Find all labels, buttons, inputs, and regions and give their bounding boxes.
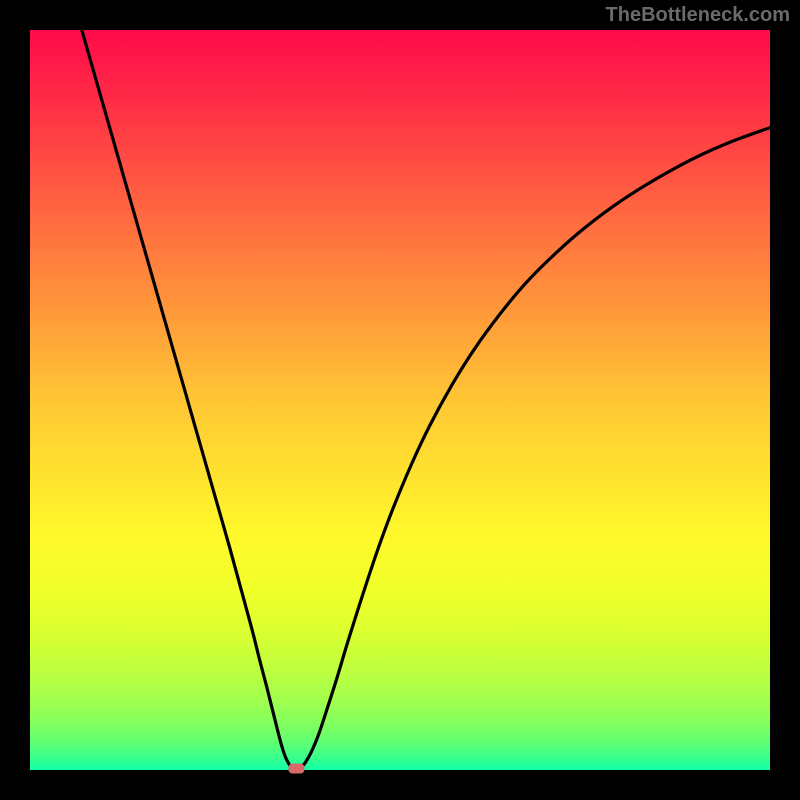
chart-svg <box>0 0 800 800</box>
minimum-marker <box>288 764 304 774</box>
watermark-text: TheBottleneck.com <box>606 4 790 27</box>
plot-background-gradient <box>30 30 770 770</box>
chart-container: TheBottleneck.com <box>0 0 800 800</box>
